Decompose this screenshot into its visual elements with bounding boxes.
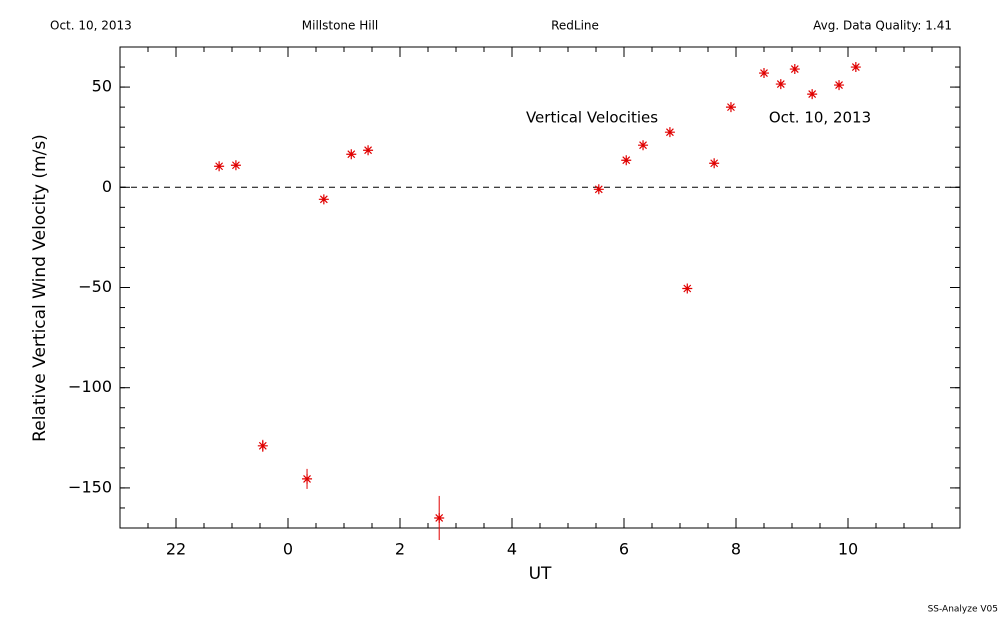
x-axis-label: UT [529,564,552,584]
point [638,140,649,151]
annotation: Vertical Velocities [526,109,658,127]
point [664,127,675,138]
point [257,440,268,451]
point [759,68,769,79]
y-tick-label: −150 [68,477,112,496]
x-tick-label: 2 [395,540,405,559]
point [834,80,845,91]
point [363,145,374,156]
x-tick-label: 6 [619,540,629,559]
header-line: RedLine [551,19,599,33]
header-date: Oct. 10, 2013 [50,19,132,33]
y-tick-label: −100 [68,377,112,396]
y-tick-label: 0 [102,177,112,196]
x-tick-label: 4 [507,540,517,559]
point [318,194,329,205]
point [621,155,632,166]
y-tick-label: 50 [92,77,112,96]
y-axis-label: Relative Vertical Wind Velocity (m/s) [30,134,50,442]
point [775,79,786,90]
point [434,512,445,523]
x-tick-label: 10 [838,540,858,559]
annotation: Oct. 10, 2013 [769,109,871,127]
point [725,102,736,113]
point [230,160,241,171]
header-quality: Avg. Data Quality: 1.41 [813,19,952,33]
point [214,161,225,172]
point [593,184,604,195]
point [850,62,861,73]
x-tick-label: 8 [731,540,741,559]
x-tick-label: 0 [283,540,293,559]
point [789,64,800,75]
header-site: Millstone Hill [302,19,378,33]
y-tick-label: −50 [78,277,112,296]
x-tick-label: 22 [166,540,186,559]
point [346,149,357,160]
point [302,473,313,484]
point [682,283,693,294]
point [807,89,818,100]
point [709,158,720,169]
footer: SS-Analyze V05 [928,605,998,615]
